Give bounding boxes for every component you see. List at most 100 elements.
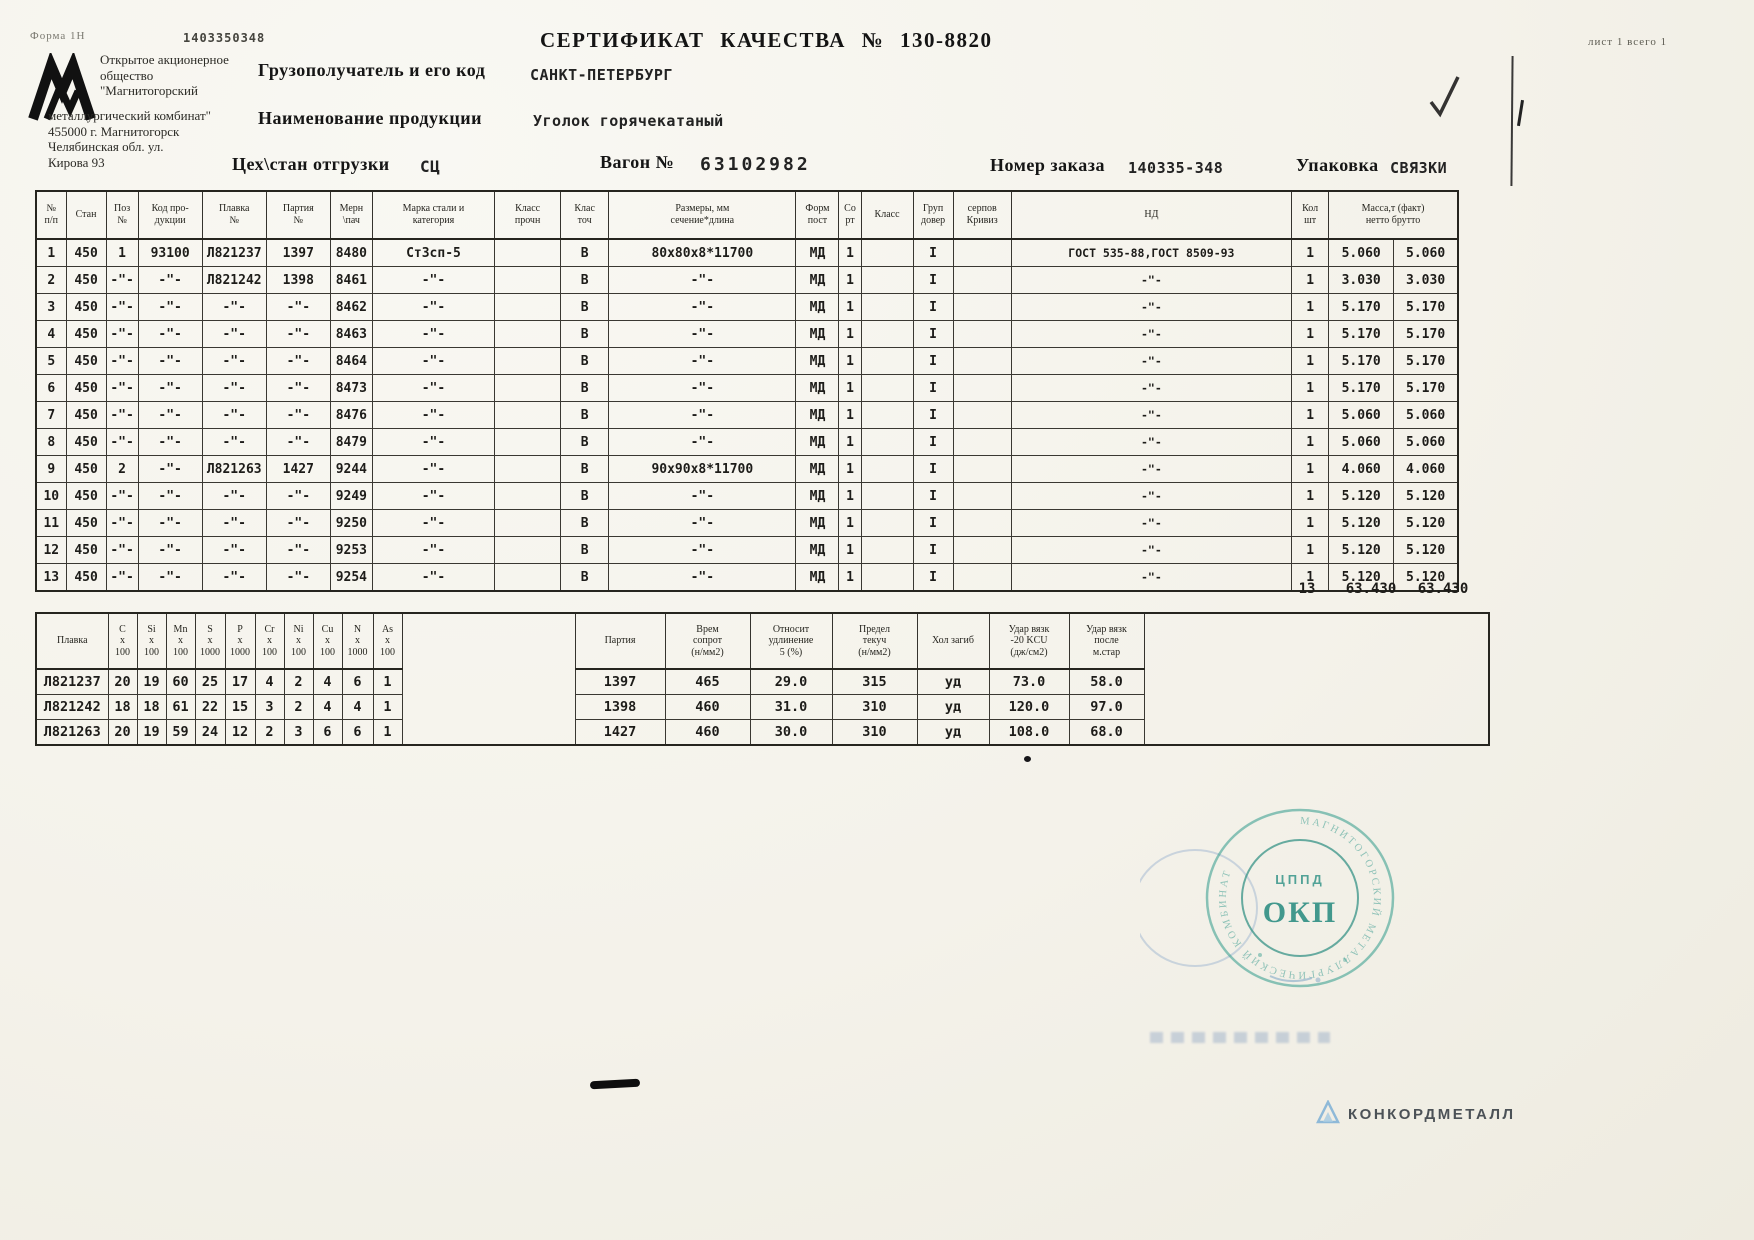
table-cell: 1 — [1291, 455, 1330, 483]
table-cell — [952, 266, 1012, 294]
table-cell: 1 — [838, 347, 862, 375]
table-cell: -"- — [265, 428, 331, 456]
table-row: 13 450 -"- -"- -"- -"- 9254 -"- В -"- МД 1 I -"- 1 5.12… — [35, 563, 1459, 592]
column-header: № п/п — [35, 190, 67, 240]
column-header: Клас точ — [560, 190, 610, 240]
text-line: общество — [100, 67, 154, 83]
table-cell: 1 — [1291, 374, 1330, 402]
table-cell: 4 — [341, 694, 374, 720]
table-cell — [952, 536, 1012, 564]
table-cell: -"- — [1010, 401, 1293, 429]
table-cell: 1398 — [265, 266, 331, 294]
table-cell: 1 — [1291, 536, 1330, 564]
table-cell: 1 — [838, 266, 862, 294]
table-cell: 9244 — [329, 455, 373, 483]
table-cell: 20 — [107, 719, 138, 746]
table-cell: I — [912, 320, 954, 348]
table-cell: В — [560, 401, 610, 429]
table-cell: -"- — [201, 563, 267, 592]
stamp-line2: ОКП — [1263, 896, 1337, 929]
table-cell: Ст3сп-5 — [371, 238, 496, 267]
table-cell: 73.0 — [988, 668, 1070, 695]
table-cell: 5.170 — [1393, 374, 1459, 402]
table-cell: -"- — [105, 347, 139, 375]
table-cell: -"- — [265, 347, 331, 375]
column-header: Форм пост — [795, 190, 840, 240]
column-header: Плавка — [35, 612, 109, 670]
table-row: 7 450 -"- -"- -"- -"- 8476 -"- В -"- МД 1 I -"- 1 5.060… — [35, 401, 1459, 429]
table-cell: 10 — [35, 482, 67, 510]
table-cell: В — [560, 293, 610, 321]
brand-name: КОНКОРДМЕТАЛЛ — [1348, 1106, 1516, 1123]
table-cell: 5.120 — [1328, 482, 1395, 510]
table-cell — [860, 238, 914, 267]
table-cell: 1398 — [574, 694, 666, 720]
table-cell: I — [912, 293, 954, 321]
table-cell: -"- — [608, 266, 797, 294]
column-header: S x 1000 — [194, 612, 226, 670]
column-header: Cu x 100 — [312, 612, 343, 670]
table-cell: 17 — [224, 668, 256, 695]
header-row: Плавка C x 100 Si x 100 Mn x 100 S x 1000 P x… — [35, 612, 1490, 670]
table-cell: МД — [795, 509, 840, 537]
table-cell: уд — [916, 719, 990, 746]
table-cell: -"- — [1010, 428, 1293, 456]
table-cell: уд — [916, 694, 990, 720]
table-cell — [494, 401, 562, 429]
column-header: Удар вязк после м.стар — [1068, 612, 1145, 670]
table-cell: 1 — [1291, 563, 1330, 592]
table-cell: МД — [795, 482, 840, 510]
table-cell — [494, 509, 562, 537]
table-cell: 9 — [35, 455, 67, 483]
column-header: Плавка № — [201, 190, 267, 240]
table-cell: 450 — [65, 320, 107, 348]
totals-count: 13 — [1298, 581, 1316, 597]
table-cell: МД — [795, 320, 840, 348]
table-cell — [952, 428, 1012, 456]
table-cell: В — [560, 428, 610, 456]
table-cell: 22 — [194, 694, 226, 720]
table-cell: 5.170 — [1328, 320, 1395, 348]
shop-value: СЦ — [420, 157, 441, 176]
table-cell: 450 — [65, 563, 107, 592]
column-header — [401, 613, 576, 669]
table-cell: 315 — [831, 668, 918, 695]
table-cell: 1427 — [265, 455, 331, 483]
table-cell — [952, 455, 1012, 483]
handwritten-check-mark — [1428, 72, 1462, 120]
table-cell: I — [912, 401, 954, 429]
table-cell — [952, 401, 1012, 429]
table-cell: -"- — [201, 374, 267, 402]
table-cell: 5.170 — [1328, 293, 1395, 321]
table-cell: -"- — [201, 536, 267, 564]
table-cell: В — [560, 266, 610, 294]
table-cell: -"- — [265, 509, 331, 537]
table-row: 8 450 -"- -"- -"- -"- 8479 -"- В -"- МД 1 I -"- 1 5.060… — [35, 428, 1459, 456]
table-cell: ГОСТ 535-88,ГОСТ 8509-93 — [1010, 238, 1293, 267]
table-cell: МД — [795, 563, 840, 592]
table-cell: -"- — [371, 536, 496, 564]
table-cell: 18 — [136, 694, 167, 720]
table-cell: -"- — [1010, 374, 1293, 402]
table-cell: 13 — [35, 563, 67, 592]
column-header — [1143, 613, 1490, 669]
column-header: серпов Кривиз — [952, 190, 1012, 240]
table-cell: -"- — [105, 509, 139, 537]
table-cell: Л821237 — [35, 668, 109, 695]
text-line: металлургический комбинат" — [48, 108, 211, 123]
table-cell: 2 — [283, 668, 314, 695]
table-cell: 5.170 — [1393, 293, 1459, 321]
table-cell: -"- — [1010, 455, 1293, 483]
table-cell: -"- — [608, 401, 797, 429]
table-cell: -"- — [608, 482, 797, 510]
table-cell — [860, 455, 914, 483]
table-cell: -"- — [371, 347, 496, 375]
table-cell: 1 — [35, 238, 67, 267]
table-cell: -"- — [201, 347, 267, 375]
table-cell: 1 — [105, 238, 139, 267]
table-row: Л821242 18 18 61 22 15 3 2 4 4 1 1398 460 31.0 310 уд 12… — [35, 694, 1490, 720]
column-header: P x 1000 — [224, 612, 256, 670]
product-value: Уголок горячекатаный — [533, 112, 724, 130]
table-cell: 31.0 — [749, 694, 833, 720]
table-cell: 3 — [35, 293, 67, 321]
